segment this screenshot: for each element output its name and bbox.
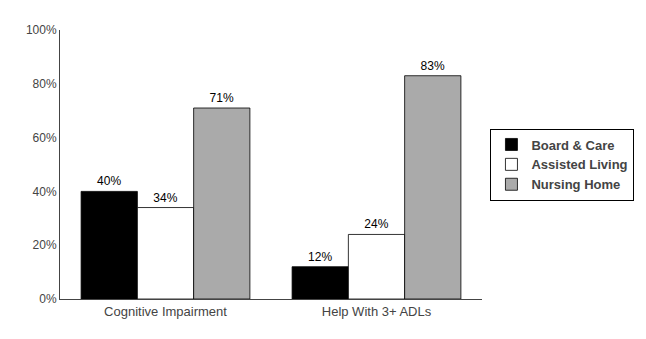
svg-text:40%: 40% [33,185,57,199]
svg-text:71%: 71% [210,91,234,105]
svg-text:40%: 40% [97,174,121,188]
svg-text:0%: 0% [39,292,57,306]
svg-text:20%: 20% [33,238,57,252]
svg-text:60%: 60% [33,131,57,145]
svg-text:Assisted Living: Assisted Living [531,157,627,172]
svg-text:34%: 34% [153,191,177,205]
svg-text:Cognitive Impairment: Cognitive Impairment [104,304,227,319]
svg-text:83%: 83% [421,59,445,73]
svg-text:100%: 100% [26,23,57,37]
svg-text:24%: 24% [364,217,388,231]
svg-text:Help With 3+ ADLs: Help With 3+ ADLs [322,304,432,319]
svg-text:Board & Care: Board & Care [531,138,614,153]
svg-text:12%: 12% [308,250,332,264]
svg-text:Nursing Home: Nursing Home [531,177,620,192]
svg-text:80%: 80% [33,77,57,91]
